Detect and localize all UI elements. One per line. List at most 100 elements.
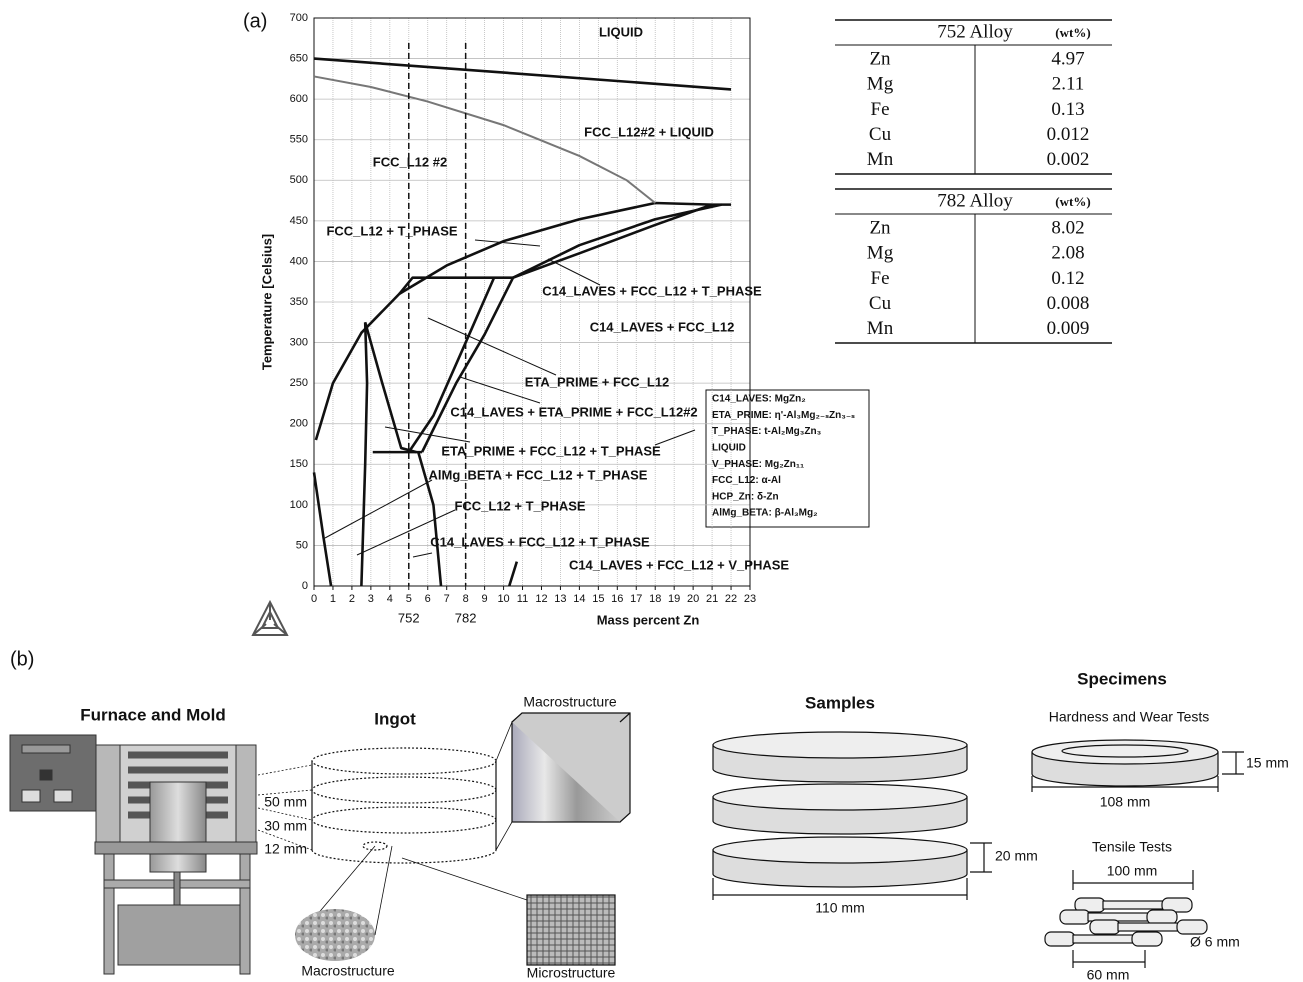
x-tick-label: 13 — [554, 593, 566, 605]
leader-line — [428, 318, 556, 375]
value-cell: 0.008 — [1047, 293, 1090, 314]
y-tick-label: 700 — [290, 12, 308, 24]
leader-line — [655, 430, 695, 445]
region-label: FCC_L12 + T_PHASE — [326, 223, 457, 238]
logo — [253, 602, 287, 635]
x-axis-title: Mass percent Zn — [597, 612, 700, 627]
region-label: C14_LAVES + FCC_L12 + V_PHASE — [569, 557, 789, 572]
x-tick-label: 3 — [368, 593, 374, 605]
y-tick-label: 600 — [290, 93, 308, 105]
tables: 752 Alloy(wt%)Zn4.97Mg2.11Fe0.13Cu0.012M… — [835, 20, 1112, 343]
region-label: AlMg_BETA + FCC_L12 + T_PHASE — [429, 467, 648, 482]
dimension: 108 mm — [1100, 794, 1151, 810]
phase-key-entry: V_PHASE: Mg₂Zn₁₁ — [712, 459, 804, 470]
x-tick-label: 0 — [311, 593, 317, 605]
panel-label: (b) — [10, 648, 34, 670]
element-cell: Cu — [869, 124, 892, 145]
x-tick-label: 23 — [744, 593, 756, 605]
caption: Macrostructure — [523, 694, 617, 710]
table-title: 752 Alloy — [937, 21, 1013, 42]
phase-boundary — [409, 278, 494, 452]
panel-b: (b) — [10, 648, 1289, 982]
element-cell: Zn — [869, 217, 891, 238]
section-title: Samples — [805, 693, 875, 712]
element-cell: Zn — [869, 48, 891, 69]
phase-boundary — [314, 472, 331, 586]
y-tick-label: 550 — [290, 134, 308, 146]
value-cell: 0.12 — [1051, 268, 1084, 289]
element-cell: Fe — [871, 99, 890, 120]
section-title: Specimens — [1077, 669, 1167, 688]
ingot-drawing — [258, 713, 630, 965]
region-label: C14_LAVES + ETA_PRIME + FCC_L12#2 — [450, 404, 697, 419]
region-label: FCC_L12 #2 — [373, 154, 447, 169]
y-axis-title: Temperature [Celsius] — [259, 234, 274, 370]
x-tick-label: 4 — [387, 593, 393, 605]
dimension: 20 mm — [995, 848, 1038, 864]
y-tick-label: 250 — [290, 377, 308, 389]
value-cell: 2.08 — [1051, 243, 1084, 264]
caption: Tensile Tests — [1092, 839, 1172, 855]
region-label: C14_LAVES + FCC_L12 — [590, 319, 735, 334]
figure: (a) 012345678910111213141516171819202122… — [0, 0, 1303, 982]
region-label: ETA_PRIME + FCC_L12 — [525, 374, 670, 389]
x-tick-label: 16 — [611, 593, 623, 605]
level-label: 30 mm — [264, 818, 307, 834]
section-title: Furnace and Mold — [80, 705, 225, 724]
level-label: 50 mm — [264, 794, 307, 810]
dimension: 60 mm — [1087, 967, 1130, 982]
caption: Hardness and Wear Tests — [1049, 709, 1210, 725]
y-tick-label: 150 — [290, 458, 308, 470]
phase-key-entry: T_PHASE: t-Al₂Mg₃Zn₃ — [712, 426, 822, 437]
section-title: Ingot — [374, 709, 416, 728]
value-cell: 8.02 — [1051, 217, 1084, 238]
leader-line — [548, 259, 600, 285]
leader-line — [325, 480, 432, 538]
phase-key-entry: ETA_PRIME: η'-Al₃Mg₂₋ₛZn₃₋ₛ — [712, 410, 855, 421]
dimension: 100 mm — [1107, 863, 1158, 879]
dimension: Ø 6 mm — [1190, 934, 1240, 950]
value-cell: 2.11 — [1052, 74, 1085, 95]
phase-key-entry: LIQUID — [712, 443, 746, 454]
element-cell: Cu — [869, 293, 892, 314]
x-tick-label: 2 — [349, 593, 355, 605]
x-tick-label: 20 — [687, 593, 699, 605]
phase-boundary — [361, 322, 367, 586]
value-cell: 0.13 — [1051, 99, 1084, 120]
y-tick-label: 500 — [290, 174, 308, 186]
element-cell: Mg — [867, 243, 894, 264]
x-tick-label: 18 — [649, 593, 661, 605]
x-tick-label: 21 — [706, 593, 718, 605]
y-tick-label: 300 — [290, 336, 308, 348]
x-tick-label: 17 — [630, 593, 642, 605]
region-label: FCC_L12#2 + LIQUID — [584, 124, 714, 139]
y-tick-label: 350 — [290, 296, 308, 308]
panel-label: (a) — [243, 10, 267, 32]
value-cell: 0.012 — [1047, 124, 1090, 145]
x-tick-label: 7 — [444, 593, 450, 605]
x-tick-label: 22 — [725, 593, 737, 605]
value-cell: 0.002 — [1047, 149, 1090, 170]
caption: Microstructure — [527, 965, 616, 981]
x-tick-label: 1 — [330, 593, 336, 605]
y-tick-label: 650 — [290, 52, 308, 64]
element-cell: Mn — [867, 318, 894, 339]
phase-key-entry: FCC_L12: α-Al — [712, 475, 781, 486]
table-unit: (wt%) — [1055, 25, 1090, 40]
region-label: ETA_PRIME + FCC_L12 + T_PHASE — [441, 443, 661, 458]
y-tick-label: 0 — [302, 580, 308, 592]
x-tick-label: 14 — [573, 593, 585, 605]
y-tick-label: 450 — [290, 215, 308, 227]
caption: Macrostructure — [301, 963, 395, 979]
y-tick-label: 400 — [290, 255, 308, 267]
dimension: 15 mm — [1246, 755, 1289, 771]
value-cell: 0.009 — [1047, 318, 1090, 339]
phase-key-entry: HCP_Zn: δ-Zn — [712, 491, 779, 502]
phase-boundary — [509, 562, 517, 586]
region-label: FCC_L12 + T_PHASE — [454, 498, 585, 513]
x-tick-label: 9 — [482, 593, 488, 605]
phase-key-entry: C14_LAVES: MgZn₂ — [712, 394, 806, 405]
furnace-drawing — [10, 735, 257, 974]
element-cell: Mg — [867, 74, 894, 95]
